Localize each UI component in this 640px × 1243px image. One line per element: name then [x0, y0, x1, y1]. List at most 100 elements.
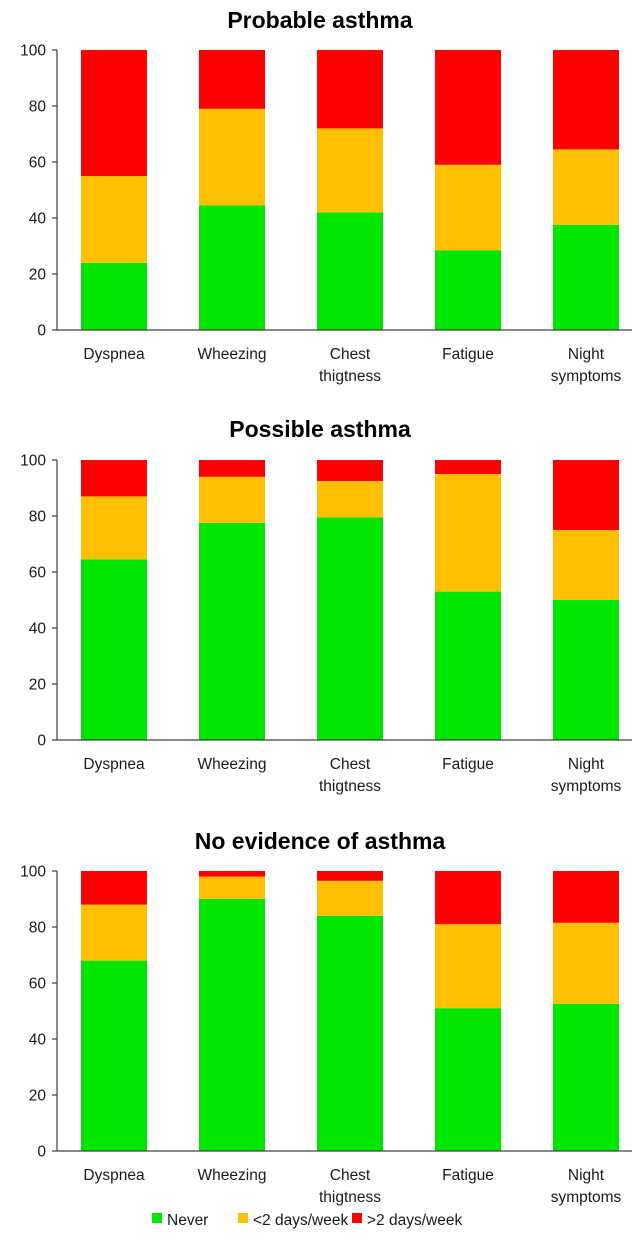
- bar-segment-never: [317, 517, 383, 740]
- bar-segment-never: [435, 250, 501, 330]
- y-tick-label: 40: [29, 621, 47, 638]
- x-category-label: Night: [568, 756, 605, 773]
- x-category-label: Dyspnea: [83, 346, 145, 363]
- bar-segment-gt2: [317, 871, 383, 881]
- bar-segment-lt2: [317, 481, 383, 518]
- x-category-label: Dyspnea: [83, 1167, 145, 1184]
- bar-segment-lt2: [553, 922, 619, 1004]
- bar-segment-lt2: [553, 530, 619, 600]
- bar-segment-gt2: [317, 50, 383, 129]
- bar-segment-lt2: [81, 176, 147, 263]
- x-category-label: Dyspnea: [83, 756, 145, 773]
- bar-segment-lt2: [199, 476, 265, 523]
- x-category-label: Night: [568, 1167, 605, 1184]
- legend-item: >2 days/week: [352, 1212, 462, 1229]
- x-category-label: symptoms: [551, 1189, 622, 1206]
- x-category-label: Fatigue: [442, 756, 494, 773]
- bar-segment-lt2: [435, 924, 501, 1009]
- bar-segment-lt2: [199, 108, 265, 206]
- y-tick-label: 60: [29, 155, 47, 172]
- bar-segment-gt2: [553, 460, 619, 530]
- x-category-label: Chest: [330, 756, 371, 773]
- x-category-label: thigtness: [319, 778, 381, 795]
- y-tick-label: 20: [29, 1088, 47, 1105]
- chart-title: Possible asthma: [229, 416, 411, 442]
- bar-segment-gt2: [317, 460, 383, 481]
- chart-panels: Probable asthma 0 20 40 60 80 100 Dyspnea Wheezi…: [20, 7, 632, 1206]
- bar-segment-never: [553, 225, 619, 330]
- bar-segment-gt2: [435, 50, 501, 165]
- bar-segment-lt2: [81, 496, 147, 560]
- legend-swatch: [152, 1213, 162, 1223]
- bar-segment-lt2: [435, 164, 501, 251]
- bar-segment-lt2: [317, 880, 383, 916]
- bar-segment-lt2: [81, 904, 147, 961]
- bar-segment-never: [81, 262, 147, 330]
- chart-panel-2: Possible asthma 0 20 40 60 80 100 Dyspnea Wheezi…: [20, 416, 632, 795]
- bar-segment-lt2: [317, 128, 383, 213]
- legend-label: Never: [167, 1212, 208, 1229]
- x-category-label: Chest: [330, 346, 371, 363]
- chart-panel-1: Probable asthma 0 20 40 60 80 100 Dyspnea Wheezi…: [20, 7, 632, 385]
- x-category-label: Fatigue: [442, 1167, 494, 1184]
- bar-segment-never: [199, 205, 265, 330]
- legend-label: >2 days/week: [367, 1212, 462, 1229]
- y-tick-label: 0: [37, 733, 46, 750]
- bar-segment-gt2: [199, 871, 265, 877]
- bar-segment-never: [81, 559, 147, 740]
- bar-segment-gt2: [81, 460, 147, 497]
- bar-segment-gt2: [81, 871, 147, 905]
- legend-item: Never: [152, 1212, 208, 1229]
- chart-title: Probable asthma: [227, 7, 413, 33]
- y-tick-label: 80: [29, 920, 47, 937]
- bar-segment-never: [553, 600, 619, 740]
- bar-segment-never: [317, 212, 383, 330]
- bar-segment-lt2: [199, 876, 265, 899]
- bar-segment-gt2: [199, 50, 265, 109]
- bar-segment-gt2: [81, 50, 147, 176]
- y-tick-label: 0: [37, 323, 46, 340]
- y-tick-label: 100: [20, 864, 46, 881]
- legend-swatch: [238, 1213, 248, 1223]
- bar-segment-gt2: [435, 871, 501, 925]
- x-category-label: symptoms: [551, 368, 622, 385]
- x-category-label: Chest: [330, 1167, 371, 1184]
- bar-segment-never: [199, 523, 265, 740]
- bar-segment-never: [199, 899, 265, 1151]
- y-tick-label: 40: [29, 1032, 47, 1049]
- chart-panel-3: No evidence of asthma 0 20 40 60 80 100 Dyspnea…: [20, 828, 632, 1206]
- bar-segment-never: [317, 915, 383, 1151]
- bar-segment-never: [553, 1004, 619, 1151]
- y-tick-label: 100: [20, 453, 46, 470]
- x-category-label: Wheezing: [198, 346, 267, 363]
- bar-segment-never: [435, 591, 501, 740]
- legend-swatch: [352, 1213, 362, 1223]
- x-category-label: Fatigue: [442, 346, 494, 363]
- legend-label: <2 days/week: [253, 1212, 348, 1229]
- bar-segment-never: [435, 1008, 501, 1151]
- x-category-label: Wheezing: [198, 756, 267, 773]
- bar-segment-gt2: [435, 460, 501, 474]
- x-category-label: thigtness: [319, 1189, 381, 1206]
- y-tick-label: 40: [29, 211, 47, 228]
- y-tick-label: 80: [29, 99, 47, 116]
- x-category-label: thigtness: [319, 368, 381, 385]
- x-category-label: Night: [568, 346, 605, 363]
- chart-title: No evidence of asthma: [195, 828, 446, 854]
- bar-segment-gt2: [199, 460, 265, 477]
- legend-item: <2 days/week: [238, 1212, 348, 1229]
- legend: Never <2 days/week >2 days/week: [152, 1212, 462, 1229]
- y-tick-label: 100: [20, 43, 46, 60]
- bar-segment-lt2: [435, 474, 501, 592]
- bar-segment-never: [81, 960, 147, 1151]
- bar-segment-lt2: [553, 149, 619, 225]
- y-tick-label: 60: [29, 976, 47, 993]
- y-tick-label: 20: [29, 267, 47, 284]
- x-category-label: Wheezing: [198, 1167, 267, 1184]
- bar-segment-gt2: [553, 50, 619, 150]
- y-tick-label: 60: [29, 565, 47, 582]
- y-tick-label: 0: [37, 1144, 46, 1161]
- x-category-label: symptoms: [551, 778, 622, 795]
- bar-segment-gt2: [553, 871, 619, 923]
